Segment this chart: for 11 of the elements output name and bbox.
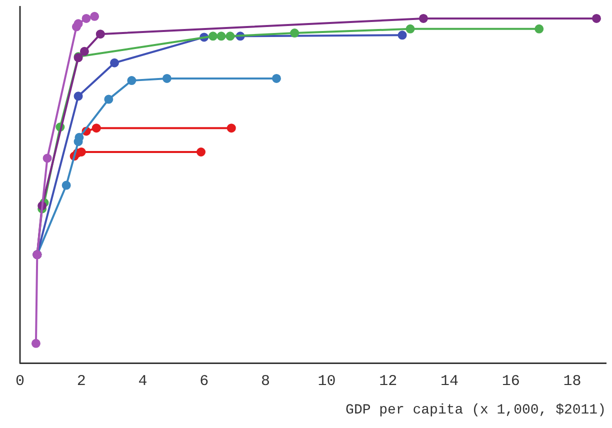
x-tick-label: 14 <box>440 373 459 390</box>
x-axis-title: GDP per capita (x 1,000, $2011) <box>346 402 606 418</box>
x-tick-label: 6 <box>200 373 209 390</box>
x-tick-label: 16 <box>502 373 520 390</box>
x-tick-label: 8 <box>260 373 270 390</box>
x-tick-label: 10 <box>318 373 336 390</box>
x-tick-label: 18 <box>563 373 582 390</box>
x-tick-label: 4 <box>138 373 148 390</box>
x-tick-label: 12 <box>379 373 398 390</box>
x-tick-label: 2 <box>76 373 86 390</box>
x-tick-label: 0 <box>15 373 25 390</box>
